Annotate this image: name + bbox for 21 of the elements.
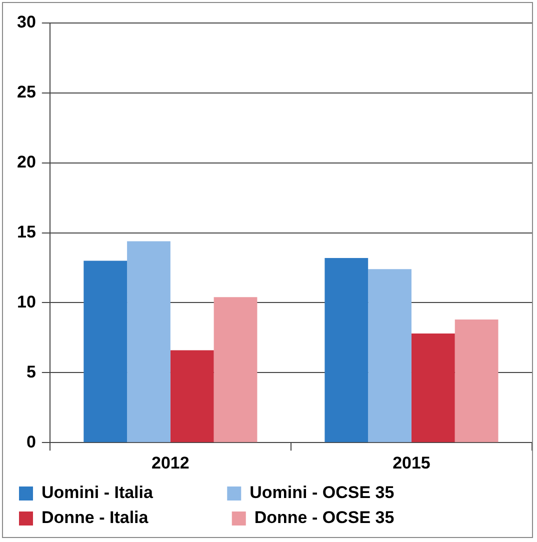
bar (214, 297, 258, 442)
y-tick-label: 20 (16, 152, 36, 172)
y-tick-label: 30 (16, 12, 36, 32)
bar (127, 241, 170, 442)
bar (411, 334, 455, 442)
legend-label: Uomini - OCSE 35 (250, 483, 451, 502)
y-tick-label: 5 (26, 362, 36, 382)
bar (454, 320, 498, 442)
y-tick-label: 15 (16, 222, 36, 242)
y-tick-label: 25 (16, 82, 36, 102)
legend-label: Donne - OCSE 35 (254, 508, 460, 528)
legend-label: Donne - Italia (42, 508, 224, 528)
y-tick-label: 10 (16, 292, 36, 312)
x-tick-label: 2012 (152, 453, 190, 472)
bar (324, 258, 368, 442)
y-tick-label: 0 (26, 432, 36, 452)
bar (84, 260, 128, 442)
legend-label: Uomini - Italia (42, 483, 220, 502)
bar (170, 350, 214, 442)
bar (368, 269, 412, 442)
x-tick-label: 2015 (392, 453, 430, 472)
